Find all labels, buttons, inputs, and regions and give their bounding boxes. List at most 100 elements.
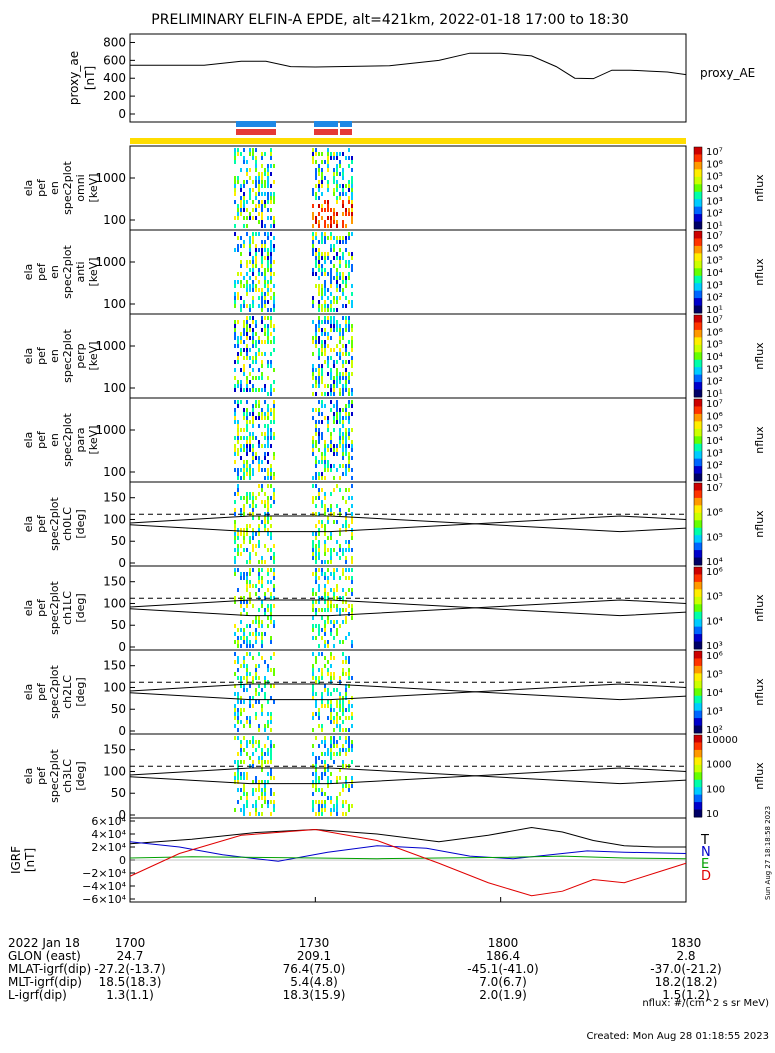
colorbar-swatch [694, 253, 702, 262]
spectrogram-cell [252, 416, 254, 420]
spectrogram-cell [327, 576, 329, 580]
spectrogram-cell [351, 716, 353, 720]
spectrogram-cell [321, 812, 323, 816]
spectrogram-cell [264, 168, 266, 172]
spectrogram-cell [351, 412, 353, 416]
colorbar-swatch [694, 703, 702, 712]
spectrogram-cell [333, 328, 335, 332]
spectrogram-cell [264, 340, 266, 344]
spectrogram-cell [351, 208, 353, 212]
spectrogram-cell [315, 700, 317, 704]
spectrogram-cell [327, 168, 329, 172]
spectrogram-cell [318, 812, 320, 816]
spectrogram-cell [339, 356, 341, 360]
colorbar-swatch [694, 688, 702, 697]
spectrogram-cell [249, 348, 251, 352]
spectrogram-cell [234, 412, 236, 416]
spectrogram-cell [246, 408, 248, 412]
spectrogram-cell [318, 788, 320, 792]
spectrogram-cell [252, 544, 254, 548]
spectrogram-cell [267, 376, 269, 380]
spectrogram-cell [243, 216, 245, 220]
spectrogram-cell [237, 320, 239, 324]
spectrogram-cell [351, 520, 353, 524]
spectrogram-cell [252, 468, 254, 472]
spectrogram-cell [249, 148, 251, 152]
spectrogram-cell [351, 372, 353, 376]
spectrogram-cell [264, 452, 266, 456]
spectrogram-cell [336, 372, 338, 376]
spectrogram-cell [348, 468, 350, 472]
spectrogram-cell [312, 236, 314, 240]
spectrogram-cell [351, 200, 353, 204]
spectrogram-cell [333, 760, 335, 764]
spectrogram-cell [342, 496, 344, 500]
spectrogram-cell [267, 216, 269, 220]
spectrogram-cell [273, 808, 275, 812]
colorbar-swatch [694, 527, 702, 536]
spectrogram-cell [333, 156, 335, 160]
spectrogram-cell [324, 468, 326, 472]
igrf-legend-D: D [701, 869, 711, 884]
spectrogram-cell [318, 412, 320, 416]
spectrogram-cell [333, 376, 335, 380]
colorbar-swatch [694, 421, 702, 430]
colorbar-swatch [694, 428, 702, 437]
spectrogram-cell [318, 356, 320, 360]
spectrogram-cell [267, 268, 269, 272]
spectrogram-cell [255, 452, 257, 456]
spectrogram-cell [351, 744, 353, 748]
spectrogram-cell [330, 656, 332, 660]
spectrogram-cell [336, 712, 338, 716]
footer-row: L-igrf(dip) 1.3(1.1) 18.3(15.9) 2.0(1.9) 1.5… [8, 988, 773, 1002]
panel-ytick-label: 100 [103, 764, 126, 778]
spectrogram-cell [234, 460, 236, 464]
spectrogram-cell [312, 652, 314, 656]
spectrogram-cell [336, 284, 338, 288]
spectrogram-cell [249, 756, 251, 760]
spectrogram-cell [333, 720, 335, 724]
spectrogram-cell [321, 152, 323, 156]
spectrogram-cell [261, 624, 263, 628]
spectrogram-cell [267, 804, 269, 808]
spectrogram-cell [333, 416, 335, 420]
colorbar-swatch [694, 389, 702, 398]
spectrogram-cell [315, 592, 317, 596]
spectrogram-cell [348, 416, 350, 420]
ae-series-label: proxy_AE [700, 66, 755, 80]
spectrogram-cell [345, 368, 347, 372]
spectrogram-cell [339, 272, 341, 276]
spectrogram-cell [324, 288, 326, 292]
spectrogram-cell [273, 492, 275, 496]
spectrogram-cell [348, 744, 350, 748]
spectrogram-cell [267, 516, 269, 520]
spectrogram-cell [336, 240, 338, 244]
panel-ytick-label: 100 [103, 381, 126, 395]
spectrogram-cell [336, 320, 338, 324]
spectrogram-cell [312, 192, 314, 196]
spectrogram-cell [249, 720, 251, 724]
spectrogram-cell [333, 728, 335, 732]
spectrogram-cell [237, 244, 239, 248]
spectrogram-cell [252, 736, 254, 740]
spectrogram-cell [339, 736, 341, 740]
spectrogram-cell [321, 412, 323, 416]
spectrogram-cell [258, 524, 260, 528]
spectrogram-cell [249, 432, 251, 436]
spectrogram-cell [351, 604, 353, 608]
spectrogram-cell [321, 488, 323, 492]
spectrogram-cell [333, 152, 335, 156]
spectrogram-cell [315, 248, 317, 252]
spectrogram-cell [336, 300, 338, 304]
spectrogram-cell [258, 664, 260, 668]
spectrogram-cell [240, 532, 242, 536]
spectrogram-cell [339, 676, 341, 680]
spectrogram-cell [315, 656, 317, 660]
spectrogram-cell [318, 476, 320, 480]
spectrogram-cell [243, 628, 245, 632]
spectrogram-cell [243, 760, 245, 764]
spectrogram-cell [345, 500, 347, 504]
spectrogram-cell [267, 316, 269, 320]
spectrogram-cell [234, 760, 236, 764]
spectrogram-cell [243, 640, 245, 644]
